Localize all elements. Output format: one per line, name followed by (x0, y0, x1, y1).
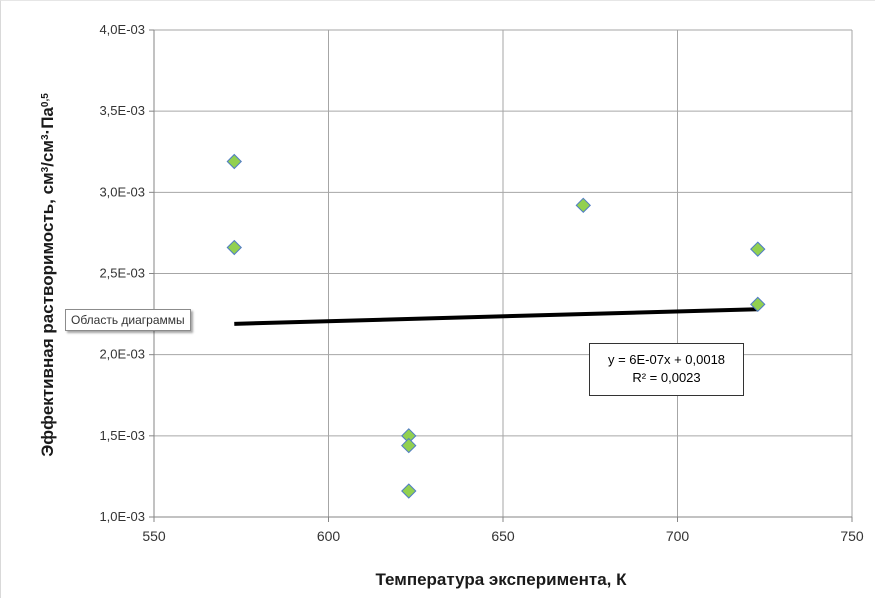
trendline-equation-label[interactable]: y = 6E-07x + 0,0018 R² = 0,0023 (589, 343, 744, 396)
x-axis-title: Температура эксперимента, К (375, 570, 627, 589)
x-tick-label: 550 (142, 528, 166, 544)
y-tick-label: 2,5E-03 (99, 266, 145, 281)
y-axis-title-mid: /см (38, 140, 57, 167)
y-tick-label: 4,0E-03 (99, 22, 145, 37)
trendline-r-squared: R² = 0,0023 (632, 370, 701, 385)
y-tick-label: 1,5E-03 (99, 428, 145, 443)
grid-lines (149, 29, 853, 522)
y-axis-title-sup2: 3 (40, 134, 51, 140)
data-point[interactable] (750, 296, 766, 313)
y-axis-title: Эффективная растворимость, см3/см3·Па0,5 (38, 93, 57, 457)
y-axis-title-dot: ·Па (38, 107, 57, 135)
x-tick-labels: 550 600 650 700 750 (142, 528, 864, 544)
x-tick-label: 600 (317, 528, 341, 544)
y-axis-title-sup1: 3 (40, 166, 51, 172)
x-tick-label: 650 (491, 528, 515, 544)
x-tick-label: 750 (840, 528, 864, 544)
trendline-equation: y = 6E-07x + 0,0018 (607, 352, 726, 367)
y-axis-title-sup3: 0,5 (40, 93, 51, 107)
y-tick-label: 1,0E-03 (99, 509, 145, 524)
y-axis-title-main: Эффективная растворимость, см (38, 172, 57, 456)
trendline-layer[interactable] (234, 307, 758, 326)
data-point[interactable] (750, 241, 766, 257)
data-point[interactable] (575, 197, 591, 214)
trendline[interactable] (234, 307, 758, 326)
x-tick-label: 700 (666, 528, 690, 544)
data-points (226, 153, 766, 499)
y-tick-label: 3,0E-03 (99, 184, 145, 199)
data-point[interactable] (401, 483, 417, 499)
y-tick-label: 2,0E-03 (99, 347, 145, 362)
data-point[interactable] (226, 153, 242, 170)
data-point[interactable] (401, 437, 417, 454)
y-tick-label: 3,5E-03 (99, 103, 145, 118)
data-point[interactable] (226, 239, 242, 256)
chart-area-tooltip: Область диаграммы (65, 309, 191, 331)
y-tick-labels: 1,0E-03 1,5E-03 2,0E-03 2,5E-03 3,0E-03 3,5E-… (99, 22, 145, 524)
